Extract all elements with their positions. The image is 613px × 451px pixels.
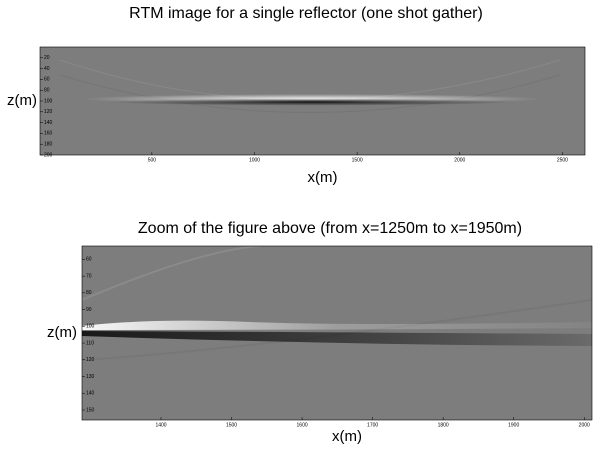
y-tick-label: 160: [44, 131, 53, 137]
x-tick-label: 500: [148, 157, 157, 163]
x-axis-label: x(m): [332, 428, 362, 445]
y-tick-label: 60: [44, 77, 50, 83]
y-tick-label: 80: [44, 88, 50, 94]
seismic-image: [82, 246, 592, 420]
chart-title: RTM image for a single reflector (one sh…: [129, 5, 483, 22]
seismic-image: [40, 47, 585, 155]
x-tick-label: 1500: [226, 422, 237, 428]
chart-title: Zoom of the figure above (from x=1250m t…: [138, 220, 522, 237]
x-tick-label: 1500: [352, 157, 363, 163]
x-tick-label: 2000: [454, 157, 465, 163]
x-tick-label: 1400: [155, 422, 166, 428]
y-tick-label: 140: [86, 391, 95, 397]
y-tick-label: 130: [86, 374, 95, 380]
x-tick-label: 1600: [297, 422, 308, 428]
y-tick-label: 100: [44, 98, 53, 104]
y-tick-label: 70: [86, 273, 92, 279]
x-tick-label: 1000: [249, 157, 260, 163]
y-tick-label: 150: [86, 407, 95, 413]
y-tick-label: 120: [86, 357, 95, 363]
y-tick-label: 20: [44, 55, 50, 61]
y-tick-label: 60: [86, 257, 92, 263]
x-tick-label: 1700: [367, 422, 378, 428]
y-tick-label: 140: [44, 120, 53, 126]
y-axis-label: z(m): [7, 92, 37, 109]
y-tick-label: 80: [86, 290, 92, 296]
y-tick-label: 120: [44, 109, 53, 115]
y-tick-label: 110: [86, 340, 94, 346]
y-tick-label: 90: [86, 307, 92, 313]
x-tick-label: 2500: [557, 157, 568, 163]
x-axis-label: x(m): [308, 169, 338, 186]
y-tick-label: 180: [44, 142, 53, 148]
y-tick-label: 200: [44, 152, 53, 158]
x-tick-label: 1900: [508, 422, 519, 428]
y-tick-label: 40: [44, 66, 50, 72]
y-axis-label: z(m): [47, 324, 77, 341]
x-tick-label: 2000: [579, 422, 590, 428]
x-tick-label: 1800: [438, 422, 449, 428]
overlay: RTM image for a single reflector (one sh…: [7, 5, 593, 445]
plot-frame: [81, 245, 593, 421]
y-tick-label: 100: [86, 324, 95, 330]
